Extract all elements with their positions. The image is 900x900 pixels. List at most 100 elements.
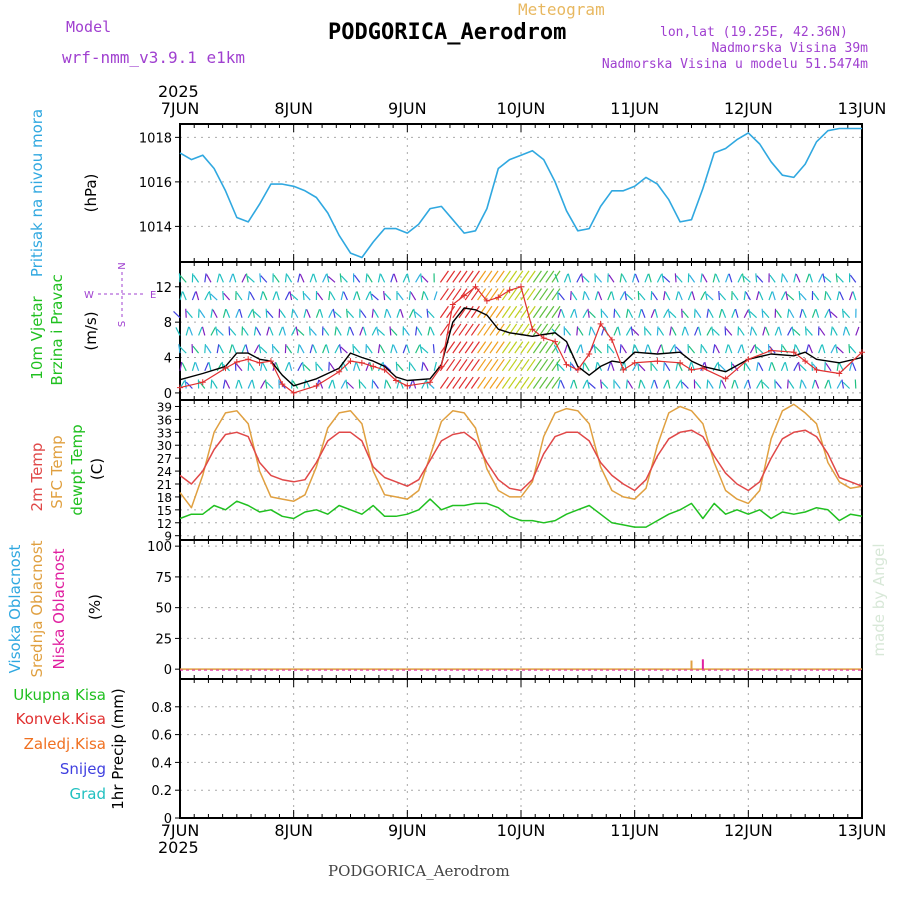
wind-arrow — [836, 291, 840, 301]
wind-arrow — [570, 291, 572, 301]
wind-arrow — [725, 273, 730, 283]
precip-legend-label: Snijeg — [60, 760, 106, 778]
wind-arrow — [318, 379, 324, 389]
wind-arrow — [245, 273, 249, 283]
wind-arrow — [501, 270, 511, 283]
wind-arrow — [694, 326, 699, 336]
wind-arrow — [470, 305, 480, 319]
wind-arrow — [266, 326, 270, 336]
wind-arrow — [691, 291, 696, 301]
wind-arrow — [836, 346, 844, 354]
wind-arrow — [835, 273, 838, 283]
wind-arrow — [275, 291, 280, 301]
wind-arrow — [260, 275, 268, 283]
wind-arrow — [539, 288, 549, 301]
wind-arrow — [694, 381, 702, 389]
x-tick-label-top: 9JUN — [388, 99, 427, 118]
wind-arrow — [621, 274, 627, 283]
y-tick-label: 75 — [155, 571, 172, 586]
wind-arrow — [408, 291, 411, 301]
wind-arrow — [600, 379, 603, 389]
wind-arrow — [556, 361, 559, 371]
wind-arrow — [210, 293, 218, 301]
wind-arrow — [329, 291, 336, 301]
temp-unit-label: (C) — [88, 458, 106, 480]
gust-marker — [404, 382, 411, 389]
wind-arrow — [638, 308, 642, 318]
wind-arrow — [393, 273, 398, 283]
wind-arrow — [192, 274, 200, 283]
wind-arrow — [247, 291, 251, 301]
wind-arrow — [489, 323, 499, 336]
gust-marker — [540, 335, 547, 342]
wind-arrow — [452, 323, 462, 336]
wind-arrow — [222, 291, 224, 301]
high-cloud-axis-label: Visoka Oblacnost — [6, 544, 24, 673]
wind-arrow — [371, 327, 377, 336]
wind-arrow — [582, 275, 590, 283]
wind-axis-label: 10m Vjetar — [28, 295, 46, 379]
wind-arrow — [303, 379, 307, 389]
y-tick-label: 0 — [164, 812, 172, 827]
wind-arrow — [349, 326, 355, 336]
wind-arrow — [582, 361, 585, 371]
wind-arrow — [399, 308, 404, 318]
y-tick-label: 9 — [164, 530, 172, 544]
precip-legend-label: Konvek.Kisa — [16, 710, 106, 728]
wind-arrow — [286, 274, 293, 283]
wind-arrow — [508, 305, 518, 319]
wind-arrow — [712, 328, 720, 336]
wind-arrow — [297, 273, 301, 283]
x-tick-label-bottom: 13JUN — [838, 821, 887, 840]
wind-arrow — [452, 376, 462, 389]
x-tick-label-bottom: 9JUN — [388, 821, 427, 840]
gust-marker — [574, 366, 581, 373]
wind-arrow — [289, 291, 293, 301]
wind-arrow — [675, 361, 679, 371]
wind-arrow — [551, 305, 561, 319]
wind-arrow — [514, 341, 524, 354]
wind-arrow — [501, 358, 511, 372]
y-tick-label: 0 — [164, 663, 172, 678]
wind-arrow — [439, 270, 449, 283]
wind-arrow — [795, 344, 801, 354]
wind-arrow — [584, 362, 590, 372]
wind-arrow — [780, 362, 786, 372]
wind-arrow — [446, 341, 456, 354]
wind-arrow — [322, 273, 327, 283]
gust-marker — [790, 349, 797, 356]
wind-arrow — [284, 362, 290, 372]
gust-marker — [279, 381, 286, 388]
wind-arrow — [222, 379, 226, 389]
wind-arrow — [316, 292, 324, 301]
wind-arrow — [545, 341, 555, 354]
wind-arrow — [216, 328, 224, 336]
wind-arrow — [802, 309, 807, 318]
wind-arrow — [191, 362, 196, 371]
wind-arrow — [728, 344, 733, 354]
wind-arrow — [768, 345, 776, 354]
wind-arrow — [309, 344, 314, 354]
wind-arrow — [711, 326, 714, 336]
wind-arrow — [845, 326, 851, 336]
wind-arrow — [815, 308, 820, 318]
wind-arrow — [749, 326, 753, 336]
wind-arrow — [754, 344, 758, 354]
wind-arrow — [745, 291, 751, 301]
wind-arrow — [365, 291, 371, 301]
wind-arrow — [426, 308, 429, 318]
wind-arrow — [756, 380, 762, 389]
wind-arrow — [419, 344, 423, 354]
wind-arrow — [266, 310, 274, 319]
wind-arrow — [625, 379, 628, 389]
y-tick-label: 1014 — [139, 220, 172, 235]
gust-marker — [654, 358, 661, 365]
wind-arrow — [822, 273, 826, 283]
wind-arrow — [786, 293, 795, 301]
wind-arrow — [390, 328, 398, 336]
wind-arrow — [377, 273, 381, 283]
wind-arrow — [595, 275, 603, 283]
wind-arrow — [545, 358, 555, 372]
wind-arrow — [751, 327, 758, 336]
wind-arrow — [264, 379, 268, 389]
